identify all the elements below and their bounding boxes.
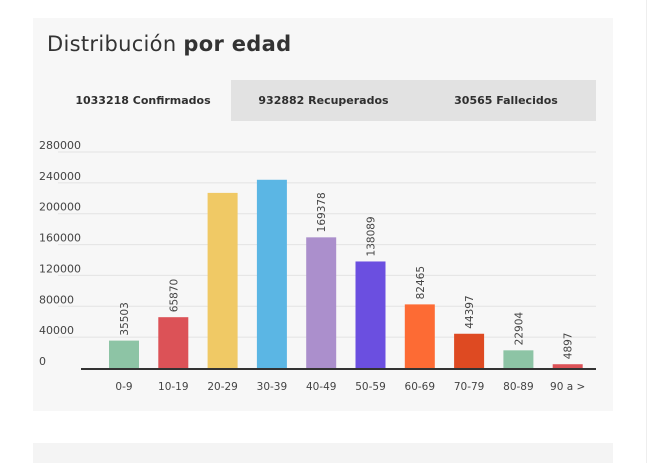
bar (404, 304, 435, 368)
y-tick-label: 280000 (39, 139, 81, 152)
y-tick-label: 80000 (39, 293, 74, 306)
y-tick-label: 120000 (39, 262, 81, 275)
x-tick-label: 30-39 (257, 381, 288, 393)
tab-fallecidos[interactable]: 30565 Fallecidos (454, 94, 558, 107)
bar (109, 340, 139, 368)
data-label: 44397 (464, 295, 476, 328)
bar (552, 364, 583, 368)
card-title: Distribución por edad (47, 32, 291, 56)
y-tick-label: 40000 (39, 324, 74, 337)
data-label: 22904 (513, 312, 525, 346)
age-bar-chart: 280000 240000 200000 160000 120000 80000 40000… (39, 139, 596, 393)
y-tick-label: 240000 (39, 170, 81, 183)
x-tick-label: 80-89 (503, 381, 534, 393)
next-card (33, 443, 613, 463)
data-label: 35503 (119, 302, 131, 335)
case-type-tabs: 1033218 Confirmados 932882 Recuperados 3… (55, 80, 596, 121)
bar (306, 237, 337, 368)
y-tick-label: 0 (39, 355, 46, 368)
bar (256, 179, 287, 368)
x-tick-label: 90 a > (550, 381, 585, 393)
tab-confirmados[interactable]: 1033218 Confirmados (55, 80, 231, 121)
title-regular: Distribución (47, 32, 177, 56)
bar (503, 350, 534, 368)
x-tick-label: 70-79 (454, 381, 485, 393)
right-edge-divider (646, 0, 647, 463)
tab-recuperados[interactable]: 932882 Recuperados (258, 94, 389, 107)
data-label: 4897 (563, 332, 575, 359)
bar (207, 192, 238, 368)
x-tick-label: 40-49 (306, 381, 337, 393)
x-tick-label: 0-9 (115, 381, 132, 393)
y-tick-label: 160000 (39, 232, 81, 245)
data-label: 169378 (316, 192, 328, 232)
x-tick-label: 60-69 (405, 381, 436, 393)
age-distribution-card: Distribución por edad 1033218 Confirmado… (33, 18, 613, 411)
data-label: 82465 (415, 266, 427, 299)
data-label: 138089 (366, 216, 378, 256)
x-tick-label: 20-29 (207, 381, 238, 393)
data-label: 65870 (168, 279, 180, 312)
y-tick-label: 200000 (39, 201, 81, 214)
bar (158, 317, 189, 368)
title-bold: por edad (183, 32, 292, 56)
bar (454, 333, 485, 368)
x-tick-label: 50-59 (355, 381, 386, 393)
bar (355, 261, 386, 368)
x-tick-label: 10-19 (158, 381, 189, 393)
